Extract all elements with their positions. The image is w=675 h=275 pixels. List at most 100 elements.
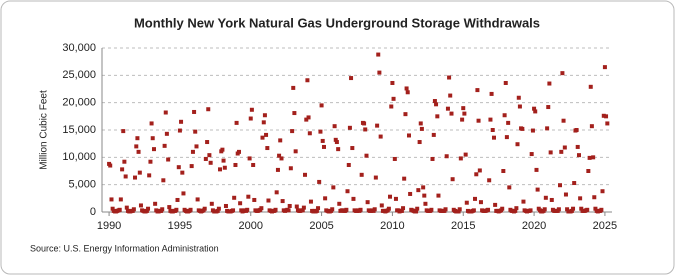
x-tick-label: 1995 — [168, 220, 192, 232]
point — [401, 206, 406, 211]
point — [174, 207, 179, 212]
point — [362, 121, 367, 126]
point — [517, 104, 522, 109]
point — [202, 206, 207, 211]
point — [489, 91, 494, 96]
point — [331, 185, 336, 190]
point — [365, 200, 370, 205]
point — [449, 111, 454, 116]
point — [288, 166, 293, 171]
point — [124, 205, 129, 210]
point — [534, 167, 539, 172]
point — [231, 208, 236, 213]
point — [138, 203, 143, 208]
point — [405, 90, 410, 95]
point — [423, 201, 428, 206]
point — [430, 156, 435, 161]
point — [134, 144, 139, 149]
point — [375, 123, 380, 128]
x-tick-label: 2000 — [239, 220, 263, 232]
point — [419, 126, 424, 131]
point — [291, 85, 296, 90]
point — [529, 152, 534, 157]
point — [458, 156, 463, 161]
point — [589, 124, 594, 129]
point — [535, 187, 540, 192]
point — [252, 197, 257, 202]
y-tick-label: 0 — [90, 206, 96, 218]
point — [319, 103, 324, 108]
point — [232, 195, 237, 200]
point — [304, 117, 309, 122]
point — [363, 127, 368, 132]
point — [514, 206, 519, 211]
point — [487, 178, 492, 183]
point — [461, 106, 466, 111]
point — [474, 172, 479, 177]
point — [432, 99, 437, 104]
point — [399, 208, 404, 213]
source: Source: U.S. Energy Information Administ… — [30, 243, 219, 253]
point — [234, 120, 239, 125]
point — [216, 206, 221, 211]
y-tick-label: 25,000 — [62, 69, 96, 81]
point — [321, 144, 326, 149]
point — [333, 137, 338, 142]
point — [332, 124, 337, 129]
point — [264, 132, 269, 137]
point — [122, 159, 127, 164]
point — [532, 106, 537, 111]
point — [515, 142, 520, 147]
point — [238, 201, 243, 206]
point — [592, 195, 597, 200]
point — [206, 107, 211, 112]
point — [565, 207, 570, 212]
point — [147, 173, 152, 178]
point — [195, 197, 200, 202]
point — [379, 203, 384, 208]
point — [181, 191, 186, 196]
point — [600, 189, 605, 194]
point — [110, 206, 115, 211]
point — [278, 138, 283, 143]
point — [471, 208, 476, 213]
point — [279, 156, 284, 161]
point — [388, 194, 393, 199]
point — [133, 175, 138, 180]
point — [190, 149, 195, 154]
point — [320, 138, 325, 143]
y-tick-label: 30,000 — [62, 42, 96, 54]
point — [330, 207, 335, 212]
point — [444, 154, 449, 159]
point — [549, 197, 554, 202]
point — [579, 206, 584, 211]
point — [421, 185, 426, 190]
point — [545, 126, 550, 131]
point — [301, 205, 306, 210]
point — [556, 207, 561, 212]
point — [293, 149, 298, 154]
point — [563, 192, 568, 197]
point — [247, 156, 252, 161]
point — [209, 201, 214, 206]
point — [109, 197, 114, 202]
x-tick-label: 2010 — [380, 220, 404, 232]
point — [316, 206, 321, 211]
point — [500, 206, 505, 211]
point — [593, 206, 598, 211]
point — [478, 200, 483, 205]
y-tick-label: 15,000 — [62, 124, 96, 136]
point — [246, 194, 251, 199]
point — [516, 95, 521, 100]
point — [548, 150, 553, 155]
point — [547, 81, 552, 86]
point — [402, 176, 407, 181]
point — [180, 170, 185, 175]
point — [305, 78, 310, 83]
point — [572, 181, 577, 186]
point — [148, 159, 153, 164]
point — [585, 207, 590, 212]
point — [347, 125, 352, 130]
point — [306, 115, 311, 120]
